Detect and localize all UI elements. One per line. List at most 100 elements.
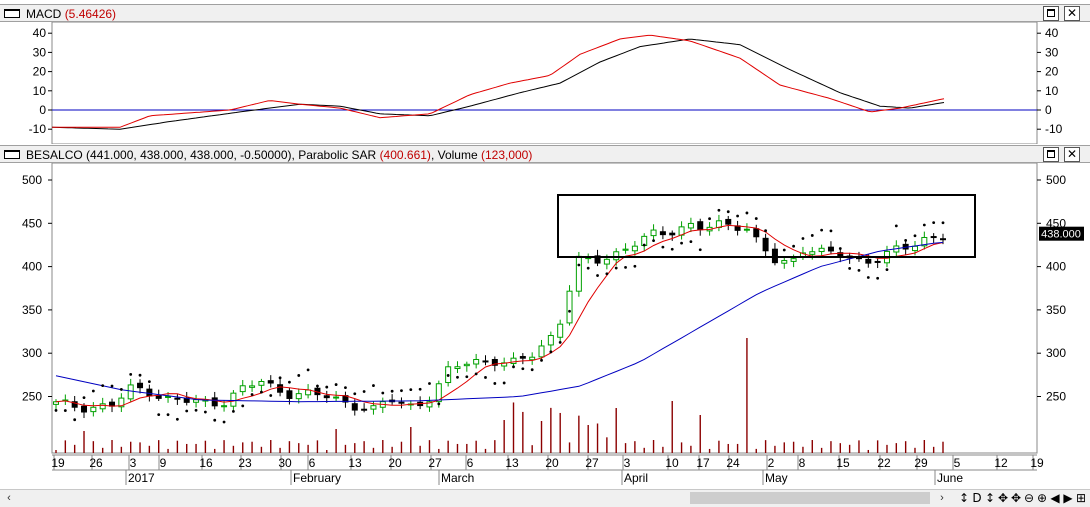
candle-body — [790, 258, 797, 262]
sar-dot — [764, 229, 767, 233]
candle-body — [566, 290, 573, 324]
x-day-tick-label: 15 — [836, 456, 850, 470]
sar-dot — [876, 276, 880, 280]
sar-dot — [922, 223, 926, 227]
sar-dot — [633, 264, 637, 268]
sar-dot — [325, 385, 329, 389]
sar-dot — [736, 214, 739, 218]
sar-dot — [866, 276, 870, 279]
x-day-tick-label: 13 — [348, 456, 362, 470]
x-day-tick-label: 3 — [130, 456, 137, 470]
scroll-right-arrow[interactable]: › — [940, 492, 944, 504]
candle-body — [127, 384, 134, 400]
macd-close-button[interactable]: ✕ — [1064, 6, 1080, 21]
daily-period-button[interactable]: D — [972, 491, 982, 505]
candle-body — [71, 401, 78, 408]
candle-body — [118, 397, 125, 408]
sar-dot — [904, 238, 908, 242]
x-day-tick-label: 26 — [89, 456, 103, 470]
candle-body — [90, 406, 97, 413]
sar-dot — [278, 376, 282, 380]
sar-dot — [848, 267, 852, 270]
candle-body — [258, 380, 265, 386]
macd-y-tick-right: -10 — [1045, 122, 1063, 136]
sar-dot — [894, 224, 898, 228]
drawn-rectangle — [557, 194, 976, 258]
sar-dot — [857, 269, 861, 272]
sar-dot — [465, 375, 469, 379]
candle-body — [911, 245, 918, 252]
zoom-in-icon[interactable]: ⊕ — [1036, 491, 1048, 505]
price-pane-titlebar: BESALCO (441.000, 438.000, 438.000, -0.5… — [0, 145, 1090, 163]
slow-moving-average — [55, 241, 944, 403]
price-y-tick-left: 500 — [22, 173, 42, 187]
price-title: BESALCO (441.000, 438.000, 438.000, -0.5… — [26, 148, 533, 162]
candle-body — [174, 397, 181, 400]
move-icon[interactable]: ✥ — [1010, 491, 1022, 505]
candle-body — [491, 359, 498, 366]
candle-body — [99, 403, 106, 410]
sar-dot — [372, 384, 375, 387]
candle-body — [155, 395, 162, 399]
candle-body — [538, 345, 545, 358]
macd-chart[interactable]: 40 40 30 30 20 20 10 10 0 0 -10 -10 — [0, 22, 1090, 144]
pan-icon[interactable]: ✥ — [997, 491, 1009, 505]
macd-maximize-button[interactable] — [1043, 6, 1059, 21]
sar-dot — [428, 382, 431, 385]
candle-body — [547, 335, 554, 346]
scroll-left-arrow[interactable]: ‹ — [7, 492, 11, 504]
sar-dot — [316, 384, 319, 388]
sar-dot — [680, 241, 683, 245]
price-close-button[interactable]: ✕ — [1064, 147, 1080, 162]
macd-title: MACD (5.46426) — [26, 7, 117, 21]
candle-body — [921, 236, 928, 247]
candle-body — [221, 405, 228, 408]
macd-y-tick-right: 40 — [1045, 26, 1059, 40]
price-y-tick-right: 500 — [1046, 173, 1066, 187]
candle-body — [323, 395, 330, 399]
macd-line — [52, 34, 945, 128]
candle-body — [482, 360, 489, 363]
zoom-vertical-icon[interactable]: ↕ — [958, 491, 970, 505]
last-price-label: 438.000 — [1041, 229, 1081, 241]
zoom-out-icon[interactable]: ⊖ — [1023, 491, 1035, 505]
sar-dot — [745, 211, 749, 215]
sar-dot — [232, 409, 235, 413]
scroll-thumb[interactable] — [690, 492, 930, 504]
candle-body — [827, 246, 834, 252]
price-y-tick-left: 450 — [22, 216, 42, 230]
sar-dot — [437, 402, 441, 406]
x-day-tick-label: 20 — [545, 456, 559, 470]
sar-dot — [614, 266, 618, 270]
scroll-back-icon[interactable]: ◀ — [1050, 491, 1060, 505]
sar-dot — [222, 420, 226, 424]
price-y-tick-right: 300 — [1046, 346, 1066, 360]
x-day-tick-label: 19 — [51, 456, 65, 470]
sar-dot — [689, 240, 693, 244]
sar-dot — [596, 274, 599, 277]
sar-dot — [54, 409, 58, 412]
candle-body — [165, 395, 172, 398]
sar-dot — [708, 217, 711, 221]
sar-dot — [456, 375, 459, 379]
price-maximize-button[interactable] — [1043, 147, 1059, 162]
price-plot-area — [51, 163, 1038, 454]
sar-dot — [63, 409, 67, 412]
candle-body — [762, 237, 769, 252]
sar-dot — [269, 394, 273, 397]
grid-icon[interactable]: ⊞ — [1075, 491, 1087, 505]
sar-dot — [250, 393, 254, 396]
price-y-tick-right: 250 — [1046, 390, 1066, 404]
horizontal-scrollbar[interactable]: ‹ › ↕ D ↕ ✥ ✥ ⊖ ⊕ ◀ ▶ ⊞ — [0, 489, 1090, 507]
candle-body — [137, 382, 144, 389]
x-month-label: May — [765, 471, 788, 485]
fit-vertical-icon[interactable]: ↕ — [984, 491, 996, 505]
candle-body — [603, 258, 610, 265]
sar-dot — [502, 381, 506, 385]
candle-body — [659, 231, 666, 236]
scroll-forward-icon[interactable]: ▶ — [1063, 491, 1073, 505]
sar-dot — [166, 413, 170, 417]
fast-moving-average — [55, 224, 944, 407]
sar-dot — [558, 340, 562, 344]
